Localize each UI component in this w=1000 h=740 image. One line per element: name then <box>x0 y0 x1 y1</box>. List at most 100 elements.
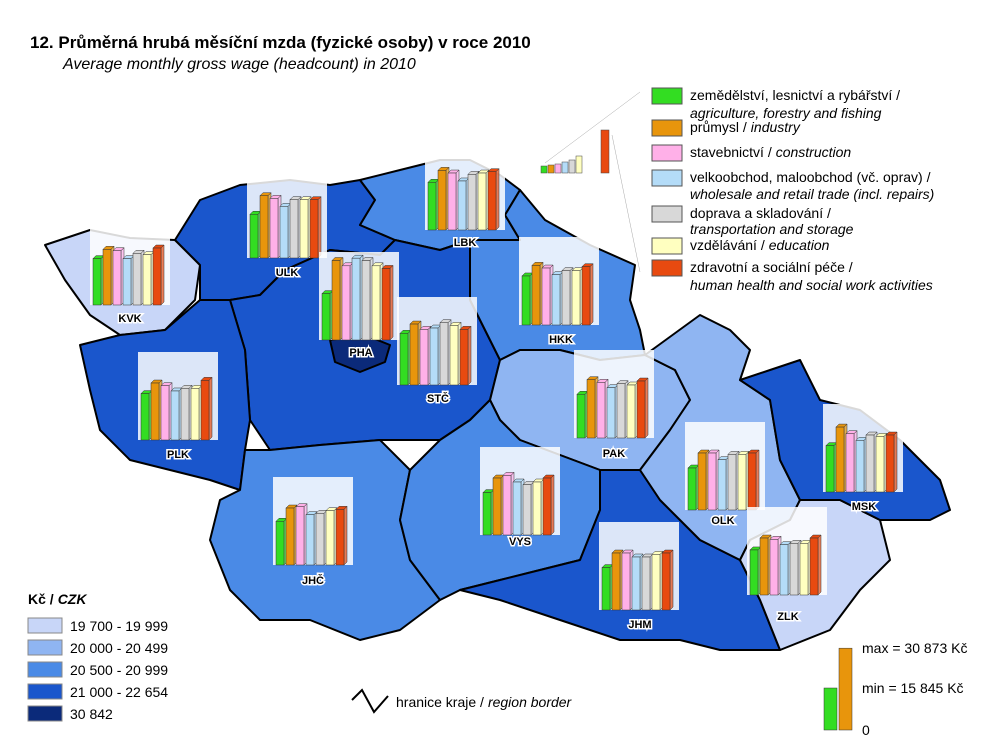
bar <box>459 329 469 386</box>
bar <box>825 445 835 493</box>
bar <box>727 454 737 511</box>
legend-cz: doprava a skladování / <box>690 205 831 221</box>
bar <box>576 394 586 439</box>
bar <box>512 481 522 536</box>
bar <box>717 459 727 511</box>
bar <box>641 556 651 611</box>
scale-bar <box>838 647 853 731</box>
bar <box>399 333 409 386</box>
bar <box>855 440 865 493</box>
bar <box>305 514 315 566</box>
bar <box>492 477 502 536</box>
bar <box>845 433 855 493</box>
bar <box>502 475 512 536</box>
sector-legend: zemědělství, lesnictví a rybářství / agri… <box>651 87 934 293</box>
legend-cz: velkoobchod, maloobchod (vč. oprav) / <box>690 169 931 185</box>
bar <box>289 199 299 259</box>
region-label: LBK <box>454 237 477 249</box>
bar <box>152 247 162 306</box>
region-label: KVK <box>118 313 141 325</box>
legend-cz: stavebnictví / <box>690 144 772 160</box>
bar <box>541 267 551 326</box>
region-label: PAK <box>603 448 625 460</box>
bar <box>200 380 210 441</box>
bar <box>621 552 631 611</box>
bar-side <box>669 549 674 611</box>
border-cz: hranice kraje / <box>396 694 484 710</box>
bar <box>542 477 552 536</box>
key-chart <box>540 91 641 273</box>
bar <box>522 484 532 536</box>
bar <box>335 509 345 566</box>
bar-side <box>317 196 322 259</box>
subtitle: Average monthly gross wage (headcount) i… <box>62 56 416 73</box>
bar <box>170 390 180 441</box>
bar <box>611 552 621 611</box>
bar <box>437 170 447 231</box>
bar <box>651 554 661 611</box>
bar-side <box>495 168 500 231</box>
region-label: JHČ <box>302 574 324 587</box>
legend-swatch <box>651 144 683 162</box>
bar <box>142 254 152 306</box>
bar <box>875 436 885 493</box>
class-swatch <box>27 661 63 678</box>
bar <box>865 434 875 493</box>
scale-bar <box>823 687 838 731</box>
bar <box>259 195 269 259</box>
class-swatch <box>27 617 63 634</box>
bar <box>835 426 845 493</box>
region-label: HKK <box>549 334 573 346</box>
bar <box>190 388 200 441</box>
bar <box>102 249 112 306</box>
region-label: MSK <box>852 501 877 513</box>
bar <box>341 265 351 341</box>
scale-min-label: min = 15 845 Kč <box>862 680 964 696</box>
legend-label: zdravotní a sociální péče / human health … <box>690 259 933 293</box>
scale-zero-label: 0 <box>862 722 870 738</box>
bar <box>361 260 371 341</box>
bar <box>92 258 102 306</box>
bar <box>759 537 769 596</box>
legend-swatch <box>651 259 683 277</box>
legend-en: construction <box>776 144 852 160</box>
class-label: 30 842 <box>70 706 113 722</box>
bar <box>315 513 325 566</box>
region-label: JHM <box>628 619 651 631</box>
legend-cz: vzdělávání / <box>690 237 765 253</box>
bar-side <box>343 505 348 566</box>
border-legend: hranice kraje / region border <box>396 694 573 710</box>
bar <box>325 510 335 566</box>
bar <box>581 266 591 326</box>
bar <box>809 537 819 596</box>
bar <box>180 388 190 441</box>
border-symbol <box>351 688 389 714</box>
class-legend: Kč / CZK 19 700 - 19 999 20 000 - 20 499 20 … <box>27 591 168 722</box>
bar <box>707 452 717 511</box>
bar <box>249 214 259 259</box>
bar <box>321 293 331 341</box>
legend-cz: zdravotní a sociální péče / <box>690 259 853 275</box>
bar-side <box>644 377 649 439</box>
bar <box>789 543 799 596</box>
legend-cz: zemědělství, lesnictví a rybářství / <box>690 87 900 103</box>
legend-label: stavebnictví / construction <box>690 144 851 160</box>
legend-swatch <box>651 237 683 255</box>
legend-label: vzdělávání / education <box>690 237 830 253</box>
bar <box>551 274 561 326</box>
bar <box>279 206 289 259</box>
legend-label: doprava a skladování / transportation and… <box>690 205 854 237</box>
bar <box>419 329 429 386</box>
scale-max-label: max = 30 873 Kč <box>862 640 967 656</box>
bar <box>487 171 497 231</box>
border-en: region border <box>488 694 573 710</box>
region-label: ZLK <box>777 611 798 623</box>
legend-en: education <box>769 237 830 253</box>
bar <box>427 182 437 231</box>
legend-label: průmysl / industry <box>690 119 801 135</box>
bar <box>467 174 477 231</box>
region-label: STČ <box>427 392 449 405</box>
bar-side <box>160 244 165 306</box>
bar <box>429 327 439 386</box>
bar <box>112 250 122 306</box>
